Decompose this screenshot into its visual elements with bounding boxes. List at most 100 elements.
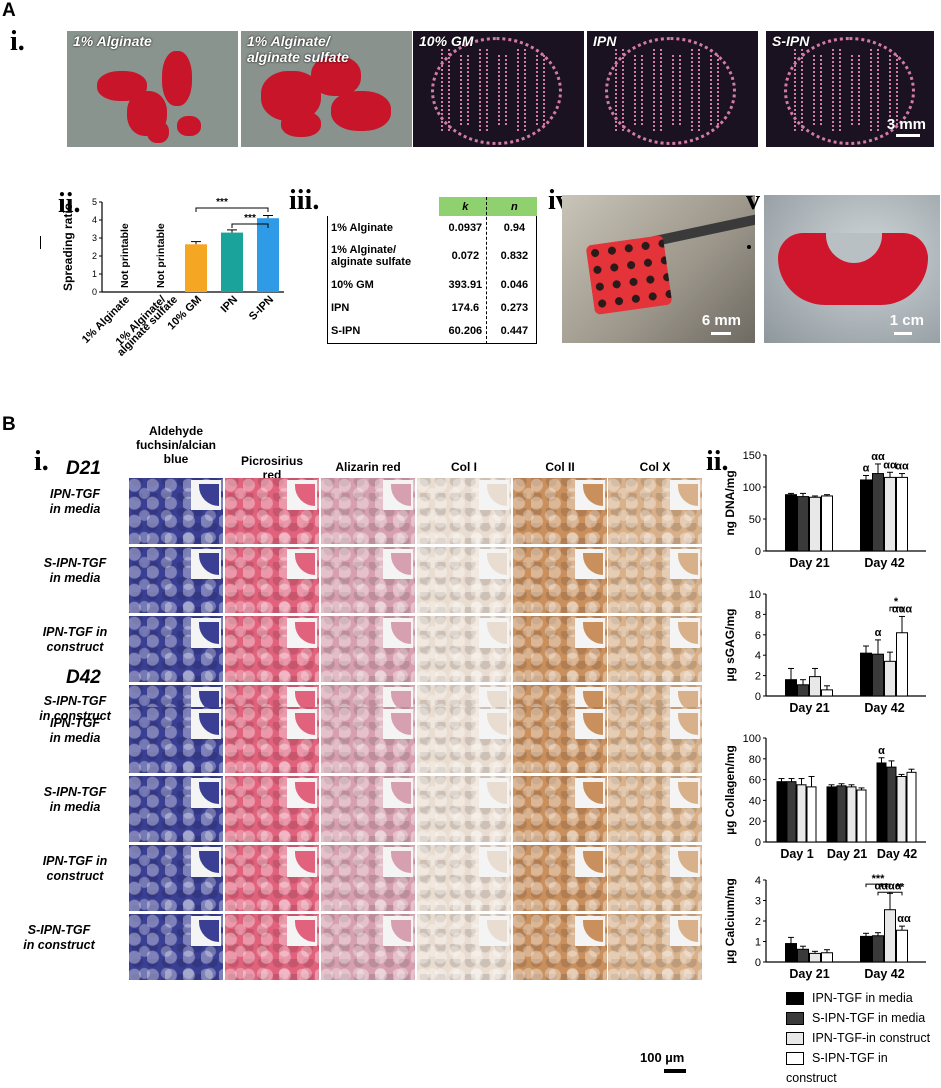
printed-strand [498, 55, 507, 125]
tile-inset [575, 618, 605, 648]
scale-bar-6mm [711, 332, 731, 335]
biochem-legend: IPN-TGF in media S-IPN-TGF in media IPN-TG… [786, 988, 941, 1088]
bar [785, 494, 797, 552]
histology-tile [225, 707, 319, 773]
row-label: S-IPN-TGF in construct [39, 694, 111, 723]
bar [872, 935, 884, 963]
tile-inset [383, 549, 413, 579]
bar [785, 943, 797, 963]
y-tick-label: 4 [755, 875, 761, 887]
printed-strand [634, 55, 643, 125]
table-cell: 0.273 [500, 301, 529, 314]
histology-tile [513, 914, 607, 980]
panel-aii-label: ii. [58, 188, 81, 219]
column-header: Col I [451, 460, 477, 474]
scale-bar-1cm [894, 332, 912, 335]
row-label: S-IPN-TGF in media [43, 556, 107, 585]
inset-section [199, 553, 219, 575]
y-tick-label: 2 [755, 916, 761, 928]
histology-tile [608, 707, 702, 773]
bar [821, 689, 833, 697]
column-header: Col II [545, 460, 575, 474]
printed-strand [479, 49, 488, 131]
bar [821, 495, 833, 552]
y-tick-label: 3 [755, 896, 761, 908]
scale-bar-3mm [896, 134, 920, 137]
tile-inset [479, 618, 509, 648]
panel-letter-b: B [2, 414, 16, 435]
photo-tile: 1% Alginate [67, 31, 238, 147]
histology-tile [129, 776, 223, 842]
sig-bracket [889, 891, 903, 896]
histology-tile [129, 707, 223, 773]
histology-tile [608, 478, 702, 544]
bar [872, 653, 884, 697]
hydrogel-blob [147, 121, 169, 143]
significance-alpha: αααα [874, 880, 901, 892]
inset-section [583, 553, 603, 575]
inset-section [678, 920, 698, 942]
inset-section [678, 782, 698, 804]
row-label: IPN-TGF in media [49, 487, 101, 516]
day-label-d42: D42 [66, 667, 101, 688]
table-header-cell: n [491, 197, 537, 216]
histology-tile [321, 547, 415, 613]
tile-inset [479, 549, 509, 579]
photo-label: 10% GM [419, 33, 474, 49]
inset-section [583, 920, 603, 942]
bar [860, 479, 872, 552]
hydrogel-blob [281, 111, 321, 137]
day-label-d21: D21 [66, 458, 101, 479]
legend-label: IPN-TGF-in construct [812, 1031, 931, 1045]
scaffold-grid [585, 234, 673, 316]
legend-swatch [786, 992, 804, 1006]
photo-tile: 1% Alginate/ alginate sulfate [241, 31, 412, 147]
photo-label: 1% Alginate/ alginate sulfate [247, 33, 349, 65]
printed-disc-outline [431, 37, 562, 145]
histology-tile [321, 707, 415, 773]
bar [872, 473, 884, 552]
printed-meniscus-photo: 1 cm [764, 195, 940, 343]
bar [896, 476, 908, 552]
inset-section [391, 622, 411, 644]
printed-strand [813, 55, 822, 125]
histology-tile [417, 707, 511, 773]
bar [896, 929, 908, 963]
table-cell: 60.206 [448, 324, 483, 337]
y-tick-label: 0 [755, 837, 761, 849]
table-cell: 0.046 [500, 278, 529, 291]
tile-inset [670, 709, 700, 739]
row-label: S-IPN-TGF in media [43, 785, 107, 814]
tile-inset [287, 847, 317, 877]
printed-disc-outline [605, 37, 736, 145]
inset-section [199, 484, 219, 506]
photo-label: IPN [593, 33, 617, 49]
bar [860, 935, 872, 963]
aiv-bullet [747, 245, 751, 249]
table-header-cell [327, 197, 439, 216]
tile-inset [383, 480, 413, 510]
histology-tile [417, 547, 511, 613]
histology-tile [608, 776, 702, 842]
tile-inset [191, 709, 221, 739]
panel-av-label: v [746, 185, 760, 216]
tile-inset [191, 916, 221, 946]
y-tick-label: 0 [755, 957, 761, 969]
bar [821, 952, 833, 963]
photo-tile: S-IPN 3 mm [766, 31, 934, 147]
inset-section [487, 484, 507, 506]
table-cell: 393.91 [448, 278, 483, 291]
table-dashed-divider [486, 197, 487, 344]
tile-inset [479, 847, 509, 877]
aii-left-tick [40, 236, 41, 249]
panel-bii-label: ii. [706, 446, 729, 477]
panel-bi-label: i. [34, 446, 49, 477]
not-printable-label: Not printable [119, 223, 131, 288]
inset-section [678, 484, 698, 506]
printed-strand [851, 55, 860, 125]
bar [797, 496, 809, 552]
printed-strand [460, 55, 469, 125]
inset-section [295, 920, 315, 942]
table-cell: 0.447 [500, 324, 529, 337]
x-tick-label: Day 21 [827, 847, 867, 861]
